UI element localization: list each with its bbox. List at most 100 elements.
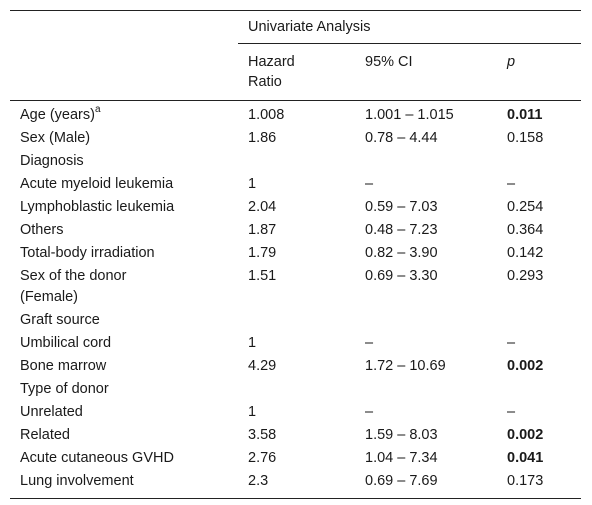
ci-cell: – [365,176,374,192]
row-label: Acute cutaneous GVHD [10,447,238,470]
p-value-cell: 0.011 [497,100,582,127]
hazard-ratio-cell: 1.79 [248,245,277,261]
p-value-cell [497,309,581,332]
hazard-ratio-line2: Ratio [248,74,282,90]
header-label-blank [10,44,238,101]
table-row: Bone marrow 4.29 1.72 – 10.69 0.002 [10,355,581,378]
p-value-cell [497,378,581,401]
ci-cell: 1.001 – 1.015 [355,100,497,127]
row-label-text: Umbilical cord [20,335,112,351]
column-header-hazard-ratio: Hazard Ratio [238,44,355,101]
hazard-ratio-cell: 1.008 [238,100,355,127]
row-label-text: Lymphoblastic leukemia [20,199,175,215]
ci-cell: – [365,404,374,420]
table-row: Total-body irradiation 1.79 0.82 – 3.90 0.1… [10,242,581,265]
p-value-cell: 0.041 [507,450,544,466]
row-label-text: Related [20,427,70,443]
ci-cell: 1.04 – 7.34 [365,450,438,466]
row-label-text: Bone marrow [20,358,107,374]
p-value-cell: 0.158 [507,130,544,146]
table-row: Age (years)a 1.008 1.001 – 1.015 0.011 [10,100,582,127]
row-label-text: Age (years) [20,107,95,123]
row-label-text: Diagnosis [20,153,84,169]
p-value-cell [497,150,581,173]
row-label: Age (years)a [10,100,238,127]
ci-cell: 0.69 – 7.69 [355,470,497,499]
p-value-cell: – [507,335,516,351]
row-label: Sex of the donor (Female) [10,265,238,309]
ci-cell: – [365,335,374,351]
table-row: Sex (Male) 1.86 0.78 – 4.44 0.158 [10,127,581,150]
row-label-text: Sex (Male) [20,130,91,146]
hazard-ratio-cell: 3.58 [248,427,277,443]
table-row: Diagnosis [10,150,581,173]
row-label: Graft source [10,309,238,332]
table-row: Umbilical cord 1 – – [10,332,581,355]
row-label: Unrelated [10,401,238,424]
group-header-univariate: Univariate Analysis [238,10,582,44]
table-row: Unrelated 1 – – [10,401,581,424]
ci-cell [355,150,497,173]
column-header-p: p [507,54,516,70]
ci-cell: 0.69 – 3.30 [365,268,438,284]
hazard-ratio-cell [238,378,355,401]
hazard-ratio-cell: 4.29 [248,358,277,374]
p-value-cell: 0.254 [507,199,544,215]
table-row: Others 1.87 0.48 – 7.23 0.364 [10,219,581,242]
row-label-text: Others [20,222,64,238]
table-row: Related 3.58 1.59 – 8.03 0.002 [10,424,581,447]
row-label: Total-body irradiation [10,242,238,265]
table-row: Type of donor [10,378,581,401]
row-label-text: Acute cutaneous GVHD [20,450,174,466]
hazard-ratio-cell: 1.86 [248,130,277,146]
hazard-ratio-cell [238,150,355,173]
hazard-ratio-table-container: Univariate Analysis Hazard Ratio 95% CI … [10,10,582,499]
ci-cell: 1.59 – 8.03 [365,427,438,443]
row-label: Acute myeloid leukemia [10,173,238,196]
ci-cell: 0.78 – 4.44 [365,130,438,146]
p-value-cell: 0.364 [507,222,544,238]
row-label: Type of donor [10,378,238,401]
p-value-cell: 0.173 [497,470,582,499]
hazard-ratio-cell: 1.87 [248,222,277,238]
table-row: Graft source [10,309,581,332]
row-label: Umbilical cord [10,332,238,355]
row-label-text: Acute myeloid leukemia [20,176,174,192]
ci-cell: 0.82 – 3.90 [365,245,438,261]
row-label: Lung involvement [10,470,238,499]
p-value-cell: – [507,176,516,192]
hazard-ratio-cell: 1.51 [248,268,277,284]
row-label-text: Graft source [20,312,100,328]
ci-cell: 0.48 – 7.23 [365,222,438,238]
row-label-text: Unrelated [20,404,83,420]
row-label: Bone marrow [10,355,238,378]
hazard-ratio-cell: 1 [248,335,257,351]
p-value-cell: 0.002 [507,427,544,443]
univariate-analysis-table: Univariate Analysis Hazard Ratio 95% CI … [10,10,582,499]
hazard-ratio-cell: 2.3 [238,470,355,499]
row-label-text: Sex of the donor [20,268,127,284]
ci-cell [355,378,497,401]
p-value-cell: 0.002 [507,358,544,374]
row-label-text-line2: (Female) [20,289,79,305]
hazard-ratio-cell: 2.76 [248,450,277,466]
p-value-cell: 0.293 [507,268,544,284]
table-row: Lymphoblastic leukemia 2.04 0.59 – 7.03 0.2… [10,196,581,219]
hazard-ratio-cell: 1 [248,404,257,420]
row-label: Others [10,219,238,242]
hazard-ratio-line1: Hazard [248,54,295,70]
hazard-ratio-cell [238,309,355,332]
table-row: Acute cutaneous GVHD 2.76 1.04 – 7.34 0.041 [10,447,581,470]
ci-cell [355,309,497,332]
footnote-marker: a [94,104,101,116]
column-header-ci: 95% CI [365,54,413,70]
table-row: Acute myeloid leukemia 1 – – [10,173,581,196]
row-label: Lymphoblastic leukemia [10,196,238,219]
row-label: Related [10,424,238,447]
ci-cell: 1.72 – 10.69 [365,358,446,374]
row-label: Diagnosis [10,150,238,173]
table-row: Lung involvement 2.3 0.69 – 7.69 0.173 [10,470,582,499]
row-label-text: Lung involvement [20,473,134,489]
hazard-ratio-cell: 1 [248,176,257,192]
p-value-cell: – [507,404,516,420]
